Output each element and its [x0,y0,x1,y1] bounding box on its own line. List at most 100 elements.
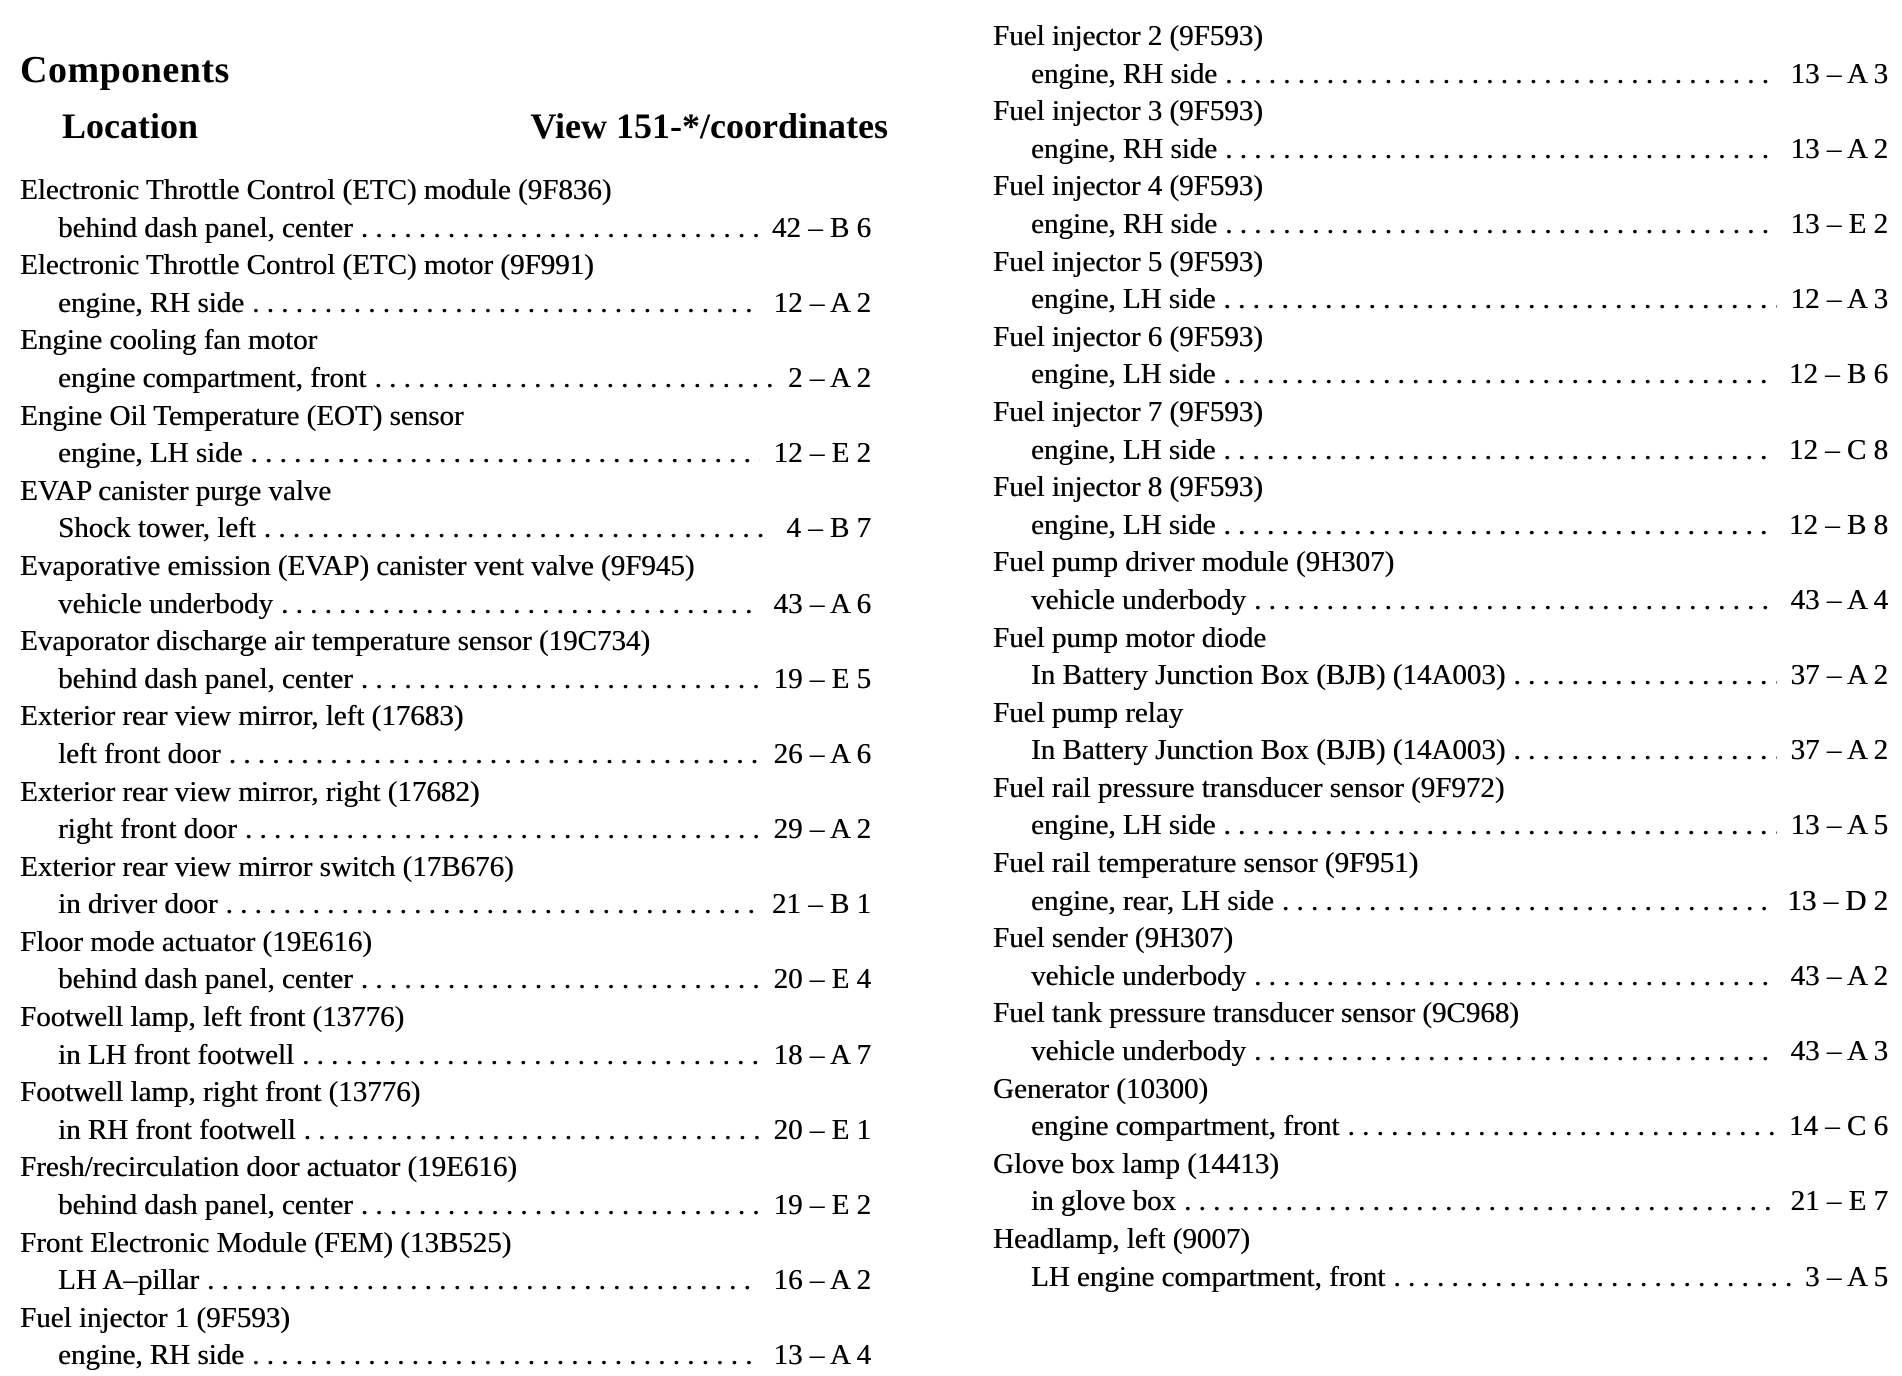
left-column: Components Location View 151-*/coordinat… [20,48,888,1375]
dot-leader [361,661,760,699]
component-entry: Fuel injector 1 (9F593) engine, RH side … [20,1300,888,1375]
component-location-line: engine, RH side 13 – A 4 [20,1337,888,1375]
component-entry: Fuel injector 2 (9F593) engine, RH side … [993,18,1888,93]
component-location: engine, RH side [1031,57,1218,90]
dot-leader [252,285,759,323]
component-location-line: engine, LH side 12 – B 8 [993,507,1888,545]
component-location: engine, rear, LH side [1031,884,1274,917]
coordinate-value: 42 – B 6 [771,211,871,244]
component-location-line: LH A–pillar 16 – A 2 [20,1262,888,1300]
component-entry: Headlamp, left (9007) LH engine compartm… [993,1221,1888,1296]
component-location-line: engine, LH side 12 – E 2 [20,435,888,473]
dot-leader [1184,1183,1777,1221]
coordinate-value: 26 – A 6 [773,737,872,770]
component-location: vehicle underbody [1031,959,1247,992]
component-name: Fuel rail temperature sensor (9F951) [993,847,1419,880]
dot-leader [361,1187,760,1225]
component-location: in glove box [1031,1185,1176,1218]
component-entry: Footwell lamp, left front (13776) in LH … [20,999,888,1074]
coordinate-value: 18 – A 7 [773,1038,872,1071]
component-name: Evaporator discharge air temperature sen… [20,625,650,658]
component-location: vehicle underbody [1031,1035,1247,1068]
coordinate-value: 43 – A 3 [1790,1035,1889,1068]
component-name: Exterior rear view mirror switch (17B676… [20,850,514,883]
component-name: Evaporative emission (EVAP) canister ven… [20,549,695,582]
component-entry: Fuel injector 7 (9F593) engine, LH side … [993,394,1888,469]
component-name: Exterior rear view mirror, left (17683) [20,700,464,733]
dot-leader [264,510,773,548]
component-location-line: in LH front footwell 18 – A 7 [20,1037,888,1075]
component-location: vehicle underbody [1031,583,1247,616]
component-entry: Engine Oil Temperature (EOT) sensor engi… [20,398,888,473]
coordinate-value: 12 – E 2 [773,437,871,470]
component-location-line: left front door 26 – A 6 [20,736,888,774]
component-name: Fresh/recirculation door actuator (19E61… [20,1151,517,1184]
component-name: Fuel pump motor diode [993,621,1267,654]
component-location-line: engine, RH side 13 – A 2 [993,131,1888,169]
coordinate-value: 37 – A 2 [1790,734,1889,767]
component-entry: Engine cooling fan motor engine compartm… [20,322,888,397]
dot-leader [1225,131,1776,169]
component-location-line: behind dash panel, center 19 – E 2 [20,1187,888,1225]
component-name: Fuel injector 4 (9F593) [993,170,1263,203]
component-location: right front door [58,813,237,846]
component-location: engine compartment, front [1031,1110,1340,1143]
component-name: Electronic Throttle Control (ETC) module… [20,174,612,206]
column-header-view: View 151-*/coordinates [530,106,888,146]
component-name: Fuel injector 3 (9F593) [993,95,1263,128]
coordinate-value: 29 – A 2 [773,813,872,846]
component-location-line: in driver door 21 – B 1 [20,886,888,924]
coordinate-value: 13 – A 2 [1790,132,1889,165]
component-entry: Fuel injector 5 (9F593) engine, LH side … [993,244,1888,319]
component-entry: Electronic Throttle Control (ETC) module… [20,172,888,247]
component-entry: Fuel injector 6 (9F593) engine, LH side … [993,319,1888,394]
component-location: LH engine compartment, front [1031,1260,1386,1293]
coordinate-value: 21 – B 1 [771,888,871,921]
dot-leader [1223,807,1776,845]
dot-leader [1223,432,1774,470]
dot-leader [1223,507,1774,545]
component-entry: Fuel pump driver module (9H307) vehicle … [993,544,1888,619]
dot-leader [361,210,758,248]
component-location: left front door [58,737,221,770]
component-location-line: engine, LH side 12 – B 6 [993,356,1888,394]
coordinate-value: 2 – A 2 [788,361,871,394]
component-location-line: in glove box 21 – E 7 [993,1183,1888,1221]
component-location: LH A–pillar [58,1264,199,1297]
component-name: Fuel injector 1 (9F593) [20,1301,290,1334]
dot-leader [250,435,759,473]
component-entry: Glove box lamp (14413) in glove box 21 –… [993,1146,1888,1221]
component-list-right: Fuel injector 2 (9F593) engine, RH side … [993,18,1888,1296]
component-location: engine, LH side [1031,508,1216,541]
coordinate-value: 19 – E 2 [773,1189,871,1222]
component-name: Exterior rear view mirror, right (17682) [20,775,480,808]
component-location-line: vehicle underbody 43 – A 2 [993,958,1888,996]
dot-leader [374,360,774,398]
coordinate-value: 19 – E 5 [773,662,871,695]
coordinate-value: 13 – A 4 [773,1339,872,1372]
dot-leader [1225,206,1776,244]
dot-leader [1513,732,1776,770]
component-name: Fuel rail pressure transducer sensor (9F… [993,771,1505,804]
dot-leader [229,736,760,774]
component-location-line: engine, RH side 13 – E 2 [993,206,1888,244]
coordinate-value: 20 – E 1 [773,1113,871,1146]
component-name: Headlamp, left (9007) [993,1223,1250,1255]
component-name: Generator (10300) [993,1072,1208,1105]
component-name: Engine Oil Temperature (EOT) sensor [20,399,464,432]
component-location: in driver door [58,888,218,921]
component-name: Footwell lamp, right front (13776) [20,1076,421,1109]
component-entry: Electronic Throttle Control (ETC) motor … [20,247,888,322]
component-location: in LH front footwell [58,1038,294,1071]
dot-leader [207,1262,760,1300]
component-location: engine, LH side [58,437,243,470]
component-location: engine, LH side [1031,283,1216,316]
component-name: Floor mode actuator (19E616) [20,925,372,958]
component-name: Fuel injector 7 (9F593) [993,395,1263,428]
component-name: Fuel sender (9H307) [993,922,1234,955]
component-location-line: vehicle underbody 43 – A 3 [993,1033,1888,1071]
component-entry: Exterior rear view mirror, right (17682)… [20,774,888,849]
component-name: Engine cooling fan motor [20,324,318,357]
dot-leader [304,1112,760,1150]
component-location-line: LH engine compartment, front 3 – A 5 [993,1259,1888,1297]
